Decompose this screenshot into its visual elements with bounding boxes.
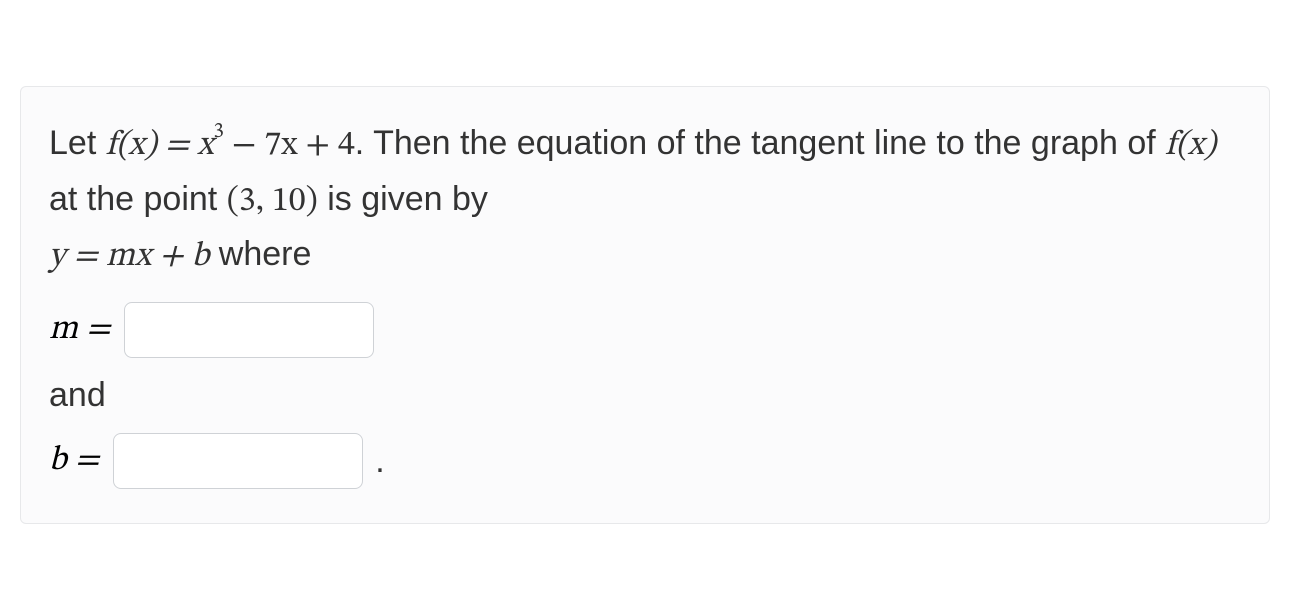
label-b: b =	[49, 440, 99, 483]
text-mid: Then the equation of the tangent line to…	[373, 124, 1165, 162]
text-given-by: is given by	[318, 180, 488, 218]
question-card: Let f(x) = x3 − 7x + 4. Then the equatio…	[20, 86, 1270, 524]
math-fx2: f(x)	[1165, 129, 1216, 163]
question-prompt: Let f(x) = x3 − 7x + 4. Then the equatio…	[49, 117, 1241, 284]
text-at-point-pre: at the point	[49, 180, 227, 218]
text-let: Let	[49, 124, 106, 162]
text-and: and	[49, 376, 1241, 415]
input-b[interactable]	[113, 433, 363, 489]
text-final-period: .	[375, 442, 384, 481]
text-where: where	[209, 235, 311, 273]
input-m[interactable]	[124, 302, 374, 358]
text-period1: .	[355, 124, 373, 162]
row-b: b = .	[49, 433, 1241, 489]
math-ymxb: y = mx + b	[49, 240, 209, 274]
math-point: (3, 10)	[227, 185, 318, 219]
row-m: m =	[49, 302, 1241, 358]
math-fx-def: f(x) = x3 − 7x + 4	[106, 129, 355, 163]
label-m: m =	[49, 309, 110, 352]
